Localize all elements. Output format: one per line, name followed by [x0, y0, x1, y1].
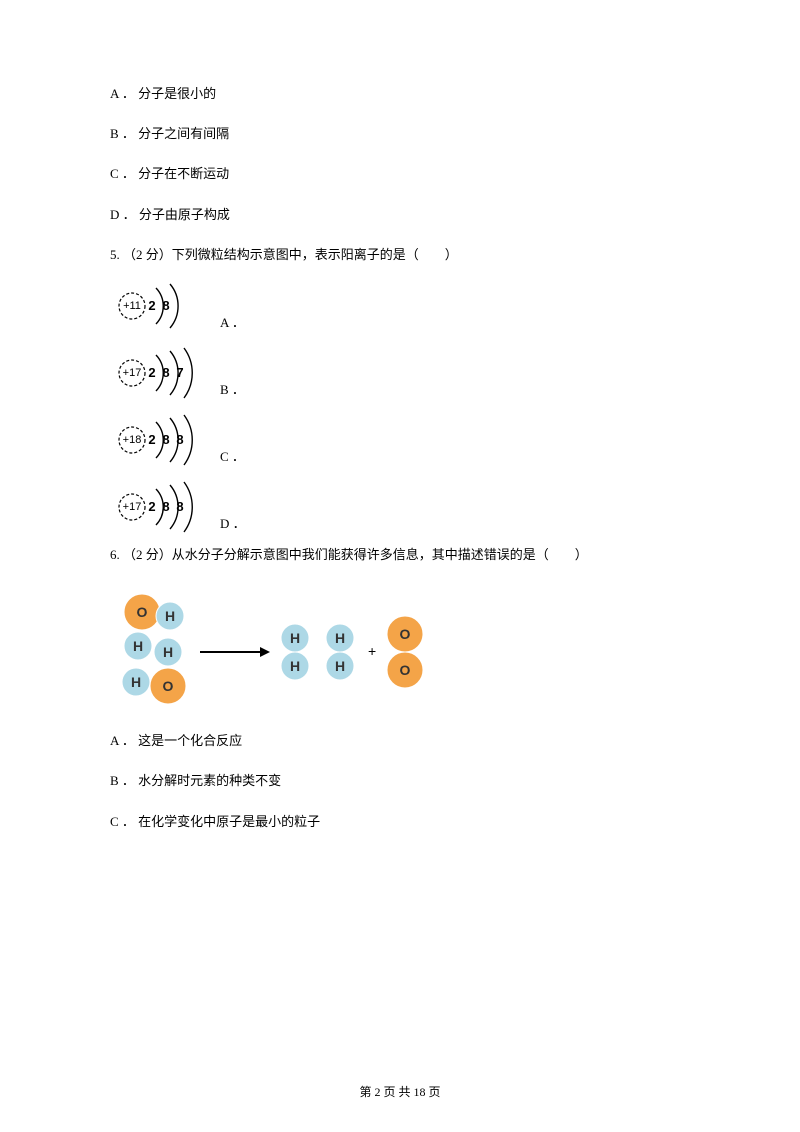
- q5-stem: 5. （2 分）下列微粒结构示意图中，表示阳离子的是（ ）: [110, 246, 690, 264]
- q4-option-a[interactable]: A ． 分子是很小的: [110, 85, 690, 103]
- svg-text:8: 8: [162, 432, 169, 447]
- svg-text:H: H: [335, 630, 345, 646]
- q5-option-c[interactable]: +18 2 8 8 C ．: [110, 412, 690, 467]
- svg-text:+: +: [368, 643, 376, 659]
- svg-text:2: 2: [148, 298, 155, 313]
- svg-text:+11: +11: [123, 300, 141, 312]
- svg-text:H: H: [131, 674, 141, 690]
- svg-text:8: 8: [176, 499, 183, 514]
- q5-option-d[interactable]: +17 2 8 8 D ．: [110, 479, 690, 534]
- q6-option-b[interactable]: B ． 水分解时元素的种类不变: [110, 772, 690, 790]
- svg-text:H: H: [335, 658, 345, 674]
- q5-option-a[interactable]: +11 2 8 A ．: [110, 278, 690, 333]
- q5-option-d-label: D ．: [220, 513, 246, 534]
- svg-text:8: 8: [162, 365, 169, 380]
- atom-diagram-d: +17 2 8 8: [110, 479, 220, 534]
- atom-diagram-b: +17 2 8 7: [110, 345, 220, 400]
- svg-text:+17: +17: [123, 367, 142, 379]
- svg-text:2: 2: [148, 365, 155, 380]
- page-footer: 第 2 页 共 18 页: [0, 1083, 800, 1100]
- svg-text:O: O: [137, 604, 148, 620]
- q5-option-b[interactable]: +17 2 8 7 B ．: [110, 345, 690, 400]
- q6-option-a[interactable]: A ． 这是一个化合反应: [110, 732, 690, 750]
- molecule-diagram: OHHHHOHHHH+OO: [110, 590, 490, 710]
- svg-text:H: H: [165, 608, 175, 624]
- q5-option-a-label: A ．: [220, 312, 245, 333]
- svg-text:O: O: [400, 662, 411, 678]
- svg-text:+17: +17: [123, 501, 142, 513]
- svg-text:7: 7: [176, 365, 183, 380]
- q6-stem: 6. （2 分）从水分子分解示意图中我们能获得许多信息，其中描述错误的是（ ）: [110, 546, 690, 564]
- q4-option-b[interactable]: B ． 分子之间有间隔: [110, 125, 690, 143]
- svg-text:8: 8: [162, 298, 169, 313]
- q4-option-d[interactable]: D ． 分子由原子构成: [110, 206, 690, 224]
- svg-text:H: H: [133, 638, 143, 654]
- svg-text:2: 2: [148, 499, 155, 514]
- svg-text:H: H: [290, 658, 300, 674]
- q6-option-c[interactable]: C ． 在化学变化中原子是最小的粒子: [110, 813, 690, 831]
- svg-text:8: 8: [162, 499, 169, 514]
- q4-option-c[interactable]: C ． 分子在不断运动: [110, 165, 690, 183]
- svg-text:O: O: [400, 626, 411, 642]
- svg-text:H: H: [163, 644, 173, 660]
- atom-diagram-c: +18 2 8 8: [110, 412, 220, 467]
- q5-option-b-label: B ．: [220, 379, 245, 400]
- svg-text:H: H: [290, 630, 300, 646]
- svg-text:O: O: [163, 678, 174, 694]
- q5-option-c-label: C ．: [220, 446, 245, 467]
- svg-text:8: 8: [176, 432, 183, 447]
- svg-text:2: 2: [148, 432, 155, 447]
- svg-text:+18: +18: [123, 434, 142, 446]
- atom-diagram-a: +11 2 8: [110, 278, 220, 333]
